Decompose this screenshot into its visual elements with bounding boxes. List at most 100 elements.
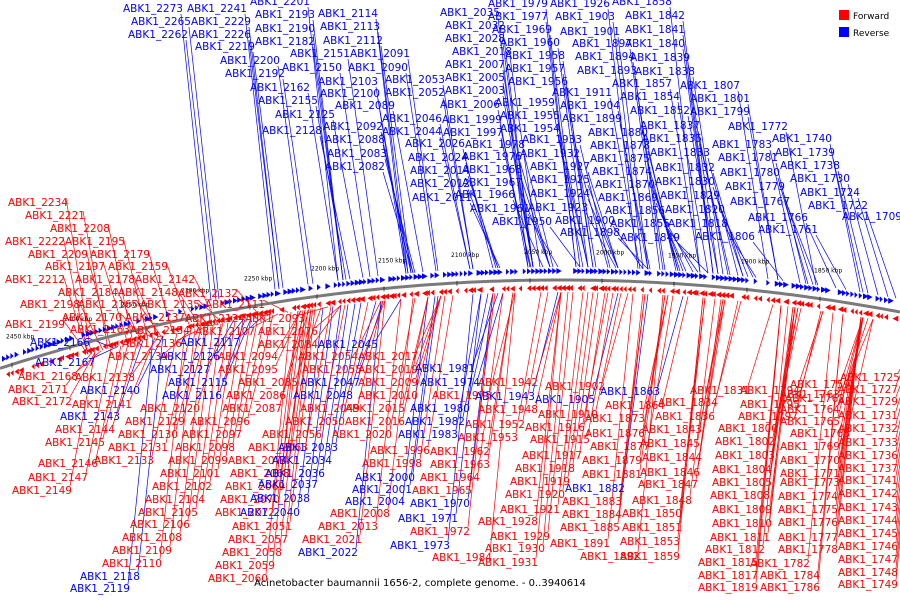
reverse-gene-arrow [367, 278, 373, 285]
legend: Forward Reverse [839, 10, 890, 39]
gene-label: ABK1_1927 [530, 161, 590, 173]
reverse-gene-arrow [711, 274, 716, 281]
leader-line [307, 6, 339, 281]
forward-gene-arrow [31, 363, 35, 370]
leader-line [562, 73, 594, 268]
reverse-gene-arrow [203, 303, 209, 310]
gene-label: ABK1_1905 [535, 394, 595, 406]
forward-gene-arrow [791, 299, 797, 306]
tick-label: 1850 kbp [814, 268, 842, 275]
gene-label: ABK1_2112 [323, 35, 383, 47]
reverse-gene-arrow [619, 269, 623, 275]
forward-gene-arrow [724, 292, 730, 299]
gene-label: ABK1_2037 [258, 479, 318, 491]
forward-gene-arrow [606, 285, 611, 292]
forward-gene-arrow [39, 360, 44, 367]
gene-label: ABK1_1968 [462, 164, 522, 176]
forward-gene-arrow [716, 291, 722, 298]
gene-label: ABK1_1810 [712, 518, 772, 530]
gene-label: ABK1_2143 [60, 411, 120, 423]
leader-line [179, 326, 206, 534]
forward-gene-arrow [258, 310, 263, 317]
reverse-gene-arrow [766, 279, 770, 286]
leader-line [415, 295, 442, 379]
gene-label: ABK1_2192 [225, 68, 285, 80]
reverse-gene-arrow [81, 331, 86, 338]
reverse-gene-arrow [527, 268, 532, 275]
leader-line [547, 292, 574, 533]
gene-label: ABK1_2100 [320, 88, 380, 100]
reverse-gene-arrow [636, 269, 641, 276]
gene-label: ABK1_1973 [390, 540, 450, 552]
reverse-gene-arrow [867, 294, 873, 301]
leader-line [239, 315, 266, 431]
leader-line [289, 308, 316, 523]
gene-label: ABK1_1883 [562, 496, 622, 508]
gene-label: ABK1_2128 [262, 125, 322, 137]
gene-label: ABK1_2019 [358, 364, 418, 376]
forward-gene-arrow [56, 356, 62, 362]
reverse-gene-arrow [812, 285, 818, 292]
forward-gene-arrow [753, 295, 758, 302]
gene-label: ABK1_2050 [285, 416, 345, 428]
gene-label: ABK1_2076 [258, 326, 318, 338]
leader-line [557, 47, 589, 268]
gene-label: ABK1_2015 [345, 403, 405, 415]
gene-label: ABK1_1958 [505, 50, 565, 62]
gene-label: ABK1_1731 [838, 410, 898, 422]
gene-label: ABK1_1768 [790, 428, 850, 440]
gene-label: ABK1_1924 [530, 188, 590, 200]
gene-label: ABK1_1880 [588, 127, 648, 139]
leader-line [335, 302, 362, 444]
forward-gene-arrow [161, 329, 165, 336]
gene-label: ABK1_1902 [545, 381, 605, 393]
forward-gene-arrow [556, 285, 562, 291]
gene-label: ABK1_1840 [625, 38, 685, 50]
forward-gene-arrow [850, 308, 854, 315]
leader-line [677, 101, 709, 274]
gene-label: ABK1_1897 [572, 38, 632, 50]
leader-line [247, 314, 274, 418]
reverse-gene-arrow [879, 296, 883, 303]
leader-line [384, 158, 416, 273]
gene-label: ABK1_1747 [838, 554, 898, 566]
forward-gene-arrow [422, 290, 428, 297]
leader-line [679, 297, 706, 510]
gene-label: ABK1_1724 [800, 187, 860, 199]
leader-line [180, 13, 212, 301]
forward-gene-arrow [65, 353, 71, 360]
gene-label: ABK1_1784 [760, 570, 820, 582]
reverse-gene-arrow [825, 287, 831, 294]
reverse-gene-arrow [283, 289, 288, 296]
reverse-gene-arrow [464, 270, 468, 277]
leader-line [699, 143, 731, 276]
gene-label: ABK1_1869 [598, 192, 658, 204]
gene-label: ABK1_1957 [505, 63, 565, 75]
leader-line [112, 341, 139, 426]
reverse-gene-arrow [178, 308, 183, 315]
leader-line [295, 307, 322, 379]
reverse-gene-arrow [245, 295, 251, 302]
reverse-gene-arrow [535, 268, 541, 275]
gene-label: ABK1_1892 [580, 551, 640, 563]
reverse-gene-arrow [237, 296, 242, 303]
leader-line [535, 291, 562, 379]
gene-label: ABK1_1857 [612, 78, 672, 90]
forward-gene-arrow [329, 299, 336, 306]
gene-label: ABK1_1884 [562, 509, 622, 521]
forward-gene-arrow [296, 304, 300, 311]
reverse-gene-arrow [413, 273, 419, 280]
gene-label: ABK1_1781 [718, 152, 778, 164]
forward-gene-arrow [317, 301, 321, 308]
gene-label: ABK1_2116 [162, 390, 222, 402]
gene-label: ABK1_2125 [275, 109, 335, 121]
leader-line [165, 329, 192, 444]
gene-label: ABK1_2140 [80, 385, 140, 397]
gene-label: ABK1_1984 [432, 552, 492, 564]
leader-line [279, 309, 306, 549]
reverse-gene-arrow [602, 268, 607, 275]
forward-gene-arrow [10, 370, 14, 376]
leader-line [175, 327, 202, 431]
reverse-gene-arrow [573, 268, 579, 274]
leader-line [747, 304, 774, 387]
